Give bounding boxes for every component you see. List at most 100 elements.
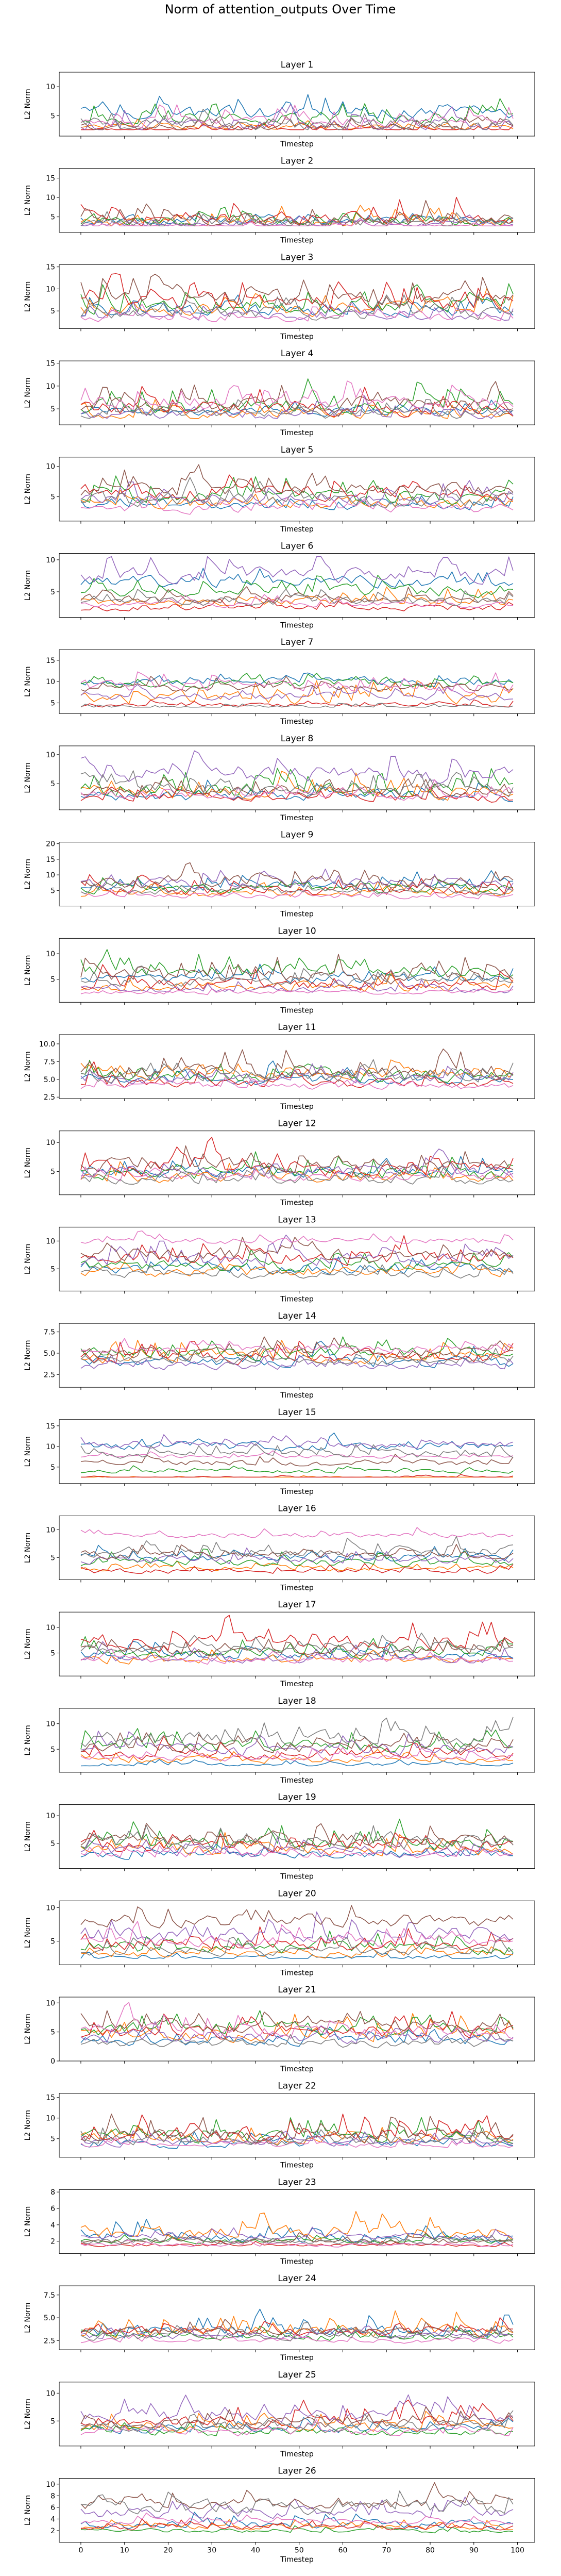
y-tick-label: 10: [46, 2115, 55, 2123]
y-tick-label: 20: [46, 840, 55, 849]
subplot-title: Layer 16: [278, 1504, 316, 1514]
y-tick-label: 5: [50, 307, 55, 315]
series-line-1: [80, 2130, 514, 2149]
x-axis-label: Timestep: [280, 429, 314, 437]
series-line-8: [80, 477, 514, 508]
series-line-4: [80, 1735, 514, 1760]
y-tick-label: 5: [50, 213, 55, 222]
figure-title: Norm of attention_outputs Over Time: [165, 2, 396, 16]
y-axis-label: L2 Norm: [24, 1725, 32, 1755]
series-line-6: [80, 954, 514, 985]
axes-frame: [59, 457, 535, 522]
x-axis-label: Timestep: [280, 1391, 314, 1400]
y-tick-label: 5: [50, 887, 55, 895]
series-line-1: [80, 1544, 514, 1562]
series-line-1: [80, 2308, 514, 2339]
y-tick-label: 5: [50, 2135, 55, 2143]
y-tick-label: 5: [50, 405, 55, 413]
series-line-4: [80, 2010, 514, 2040]
subplot-layer-20: Layer 20 5 10 Timestep L2 Norm: [24, 1888, 535, 1977]
series-group: [80, 671, 514, 708]
y-axis-label: L2 Norm: [24, 1244, 32, 1274]
y-tick-label: 5: [50, 112, 55, 121]
subplot-layer-16: Layer 16 5 10 Timestep L2 Norm: [24, 1504, 535, 1592]
series-line-6: [80, 2406, 514, 2430]
series-group: [80, 2308, 514, 2344]
y-tick-label: 5.0: [44, 1076, 55, 1084]
series-line-7: [80, 889, 514, 900]
series-group: [80, 1432, 514, 1478]
series-line-8: [80, 2410, 514, 2432]
subplot-layer-9: Layer 9 5 10 15 20 Timestep L2 Norm: [24, 830, 535, 919]
series-line-4: [80, 273, 514, 311]
x-tick-label: 90: [469, 2547, 479, 2555]
y-tick-label: 15: [46, 856, 55, 864]
series-line-6: [80, 2232, 514, 2245]
series-group: [80, 464, 514, 515]
y-axis-label: L2 Norm: [24, 185, 32, 215]
series-line-7: [80, 2239, 514, 2248]
series-line-2: [80, 586, 514, 607]
x-tick-label: 70: [382, 2547, 391, 2555]
axes-frame: [59, 72, 535, 137]
series-line-6: [80, 1336, 514, 1361]
y-tick-label: 5: [50, 1650, 55, 1658]
y-tick-label: 10: [46, 556, 55, 564]
y-tick-label: 8: [50, 2492, 55, 2500]
axes-frame: [59, 168, 535, 233]
series-line-4: [81, 1474, 514, 1478]
subplot-title: Layer 7: [281, 637, 314, 647]
subplot-title: Layer 23: [278, 2177, 316, 2187]
series-line-3: [80, 475, 514, 505]
axes-frame: [59, 1611, 535, 1676]
series-line-5: [80, 2325, 514, 2339]
series-line-1: [80, 672, 514, 687]
y-tick-label: 5: [50, 1746, 55, 1754]
axes-frame: [59, 1900, 535, 1965]
series-line-6: [80, 464, 514, 496]
y-tick-label: 5: [50, 1265, 55, 1273]
y-axis-label: L2 Norm: [24, 281, 32, 312]
x-axis-label: Timestep: [280, 2450, 314, 2458]
y-axis-label: L2 Norm: [24, 1821, 32, 1852]
series-line-5: [80, 2226, 514, 2240]
y-tick-label: 10: [46, 1139, 55, 1147]
series-line-5: [80, 1837, 514, 1858]
series-line-7: [80, 104, 514, 129]
axes-frame: [59, 1804, 535, 1869]
y-tick-label: 10: [46, 1812, 55, 1820]
series-line-8: [80, 1937, 514, 1957]
series-line-2: [80, 205, 514, 227]
series-line-5: [80, 979, 514, 993]
x-axis-label: Timestep: [280, 2162, 314, 2170]
series-line-8: [80, 1059, 514, 1084]
series-line-8: [80, 1264, 514, 1279]
series-line-3: [80, 1549, 514, 1568]
series-line-7: [80, 380, 514, 410]
series-group: [80, 2002, 514, 2049]
subplot-layer-21: Layer 21 0 5 10 Timestep L2 Norm: [24, 1985, 535, 2073]
y-tick-label: 10: [46, 1443, 55, 1451]
x-axis-label: Timestep: [280, 1488, 314, 1496]
series-line-8: [80, 1824, 514, 1852]
series-line-3: [80, 1465, 514, 1474]
x-axis-label: Timestep: [280, 1873, 314, 1881]
y-tick-label: 10: [46, 1624, 55, 1632]
series-line-7: [80, 1527, 514, 1538]
series-line-2: [80, 490, 514, 509]
subplot-layer-1: Layer 1 5 10 Timestep L2 Norm: [24, 60, 535, 148]
y-tick-label: 6: [50, 2205, 55, 2213]
x-axis-label: Timestep: [280, 1006, 314, 1015]
y-tick-label: 5: [50, 1938, 55, 1946]
subplot-layer-3: Layer 3 5 10 15 Timestep L2 Norm: [24, 252, 535, 341]
series-line-6: [80, 2482, 514, 2509]
series-line-1: [80, 1340, 514, 1369]
x-axis-label: Timestep: [280, 1584, 314, 1592]
series-line-3: [80, 378, 514, 415]
axes-frame: [59, 1226, 535, 1291]
subplot-layer-25: Layer 25 5 10 Timestep L2 Norm: [24, 2370, 535, 2458]
series-line-7: [80, 671, 514, 693]
series-group: [80, 378, 514, 419]
subplot-layer-5: Layer 5 5 10 Timestep L2 Norm: [24, 445, 535, 534]
subplot-title: Layer 18: [278, 1696, 316, 1706]
